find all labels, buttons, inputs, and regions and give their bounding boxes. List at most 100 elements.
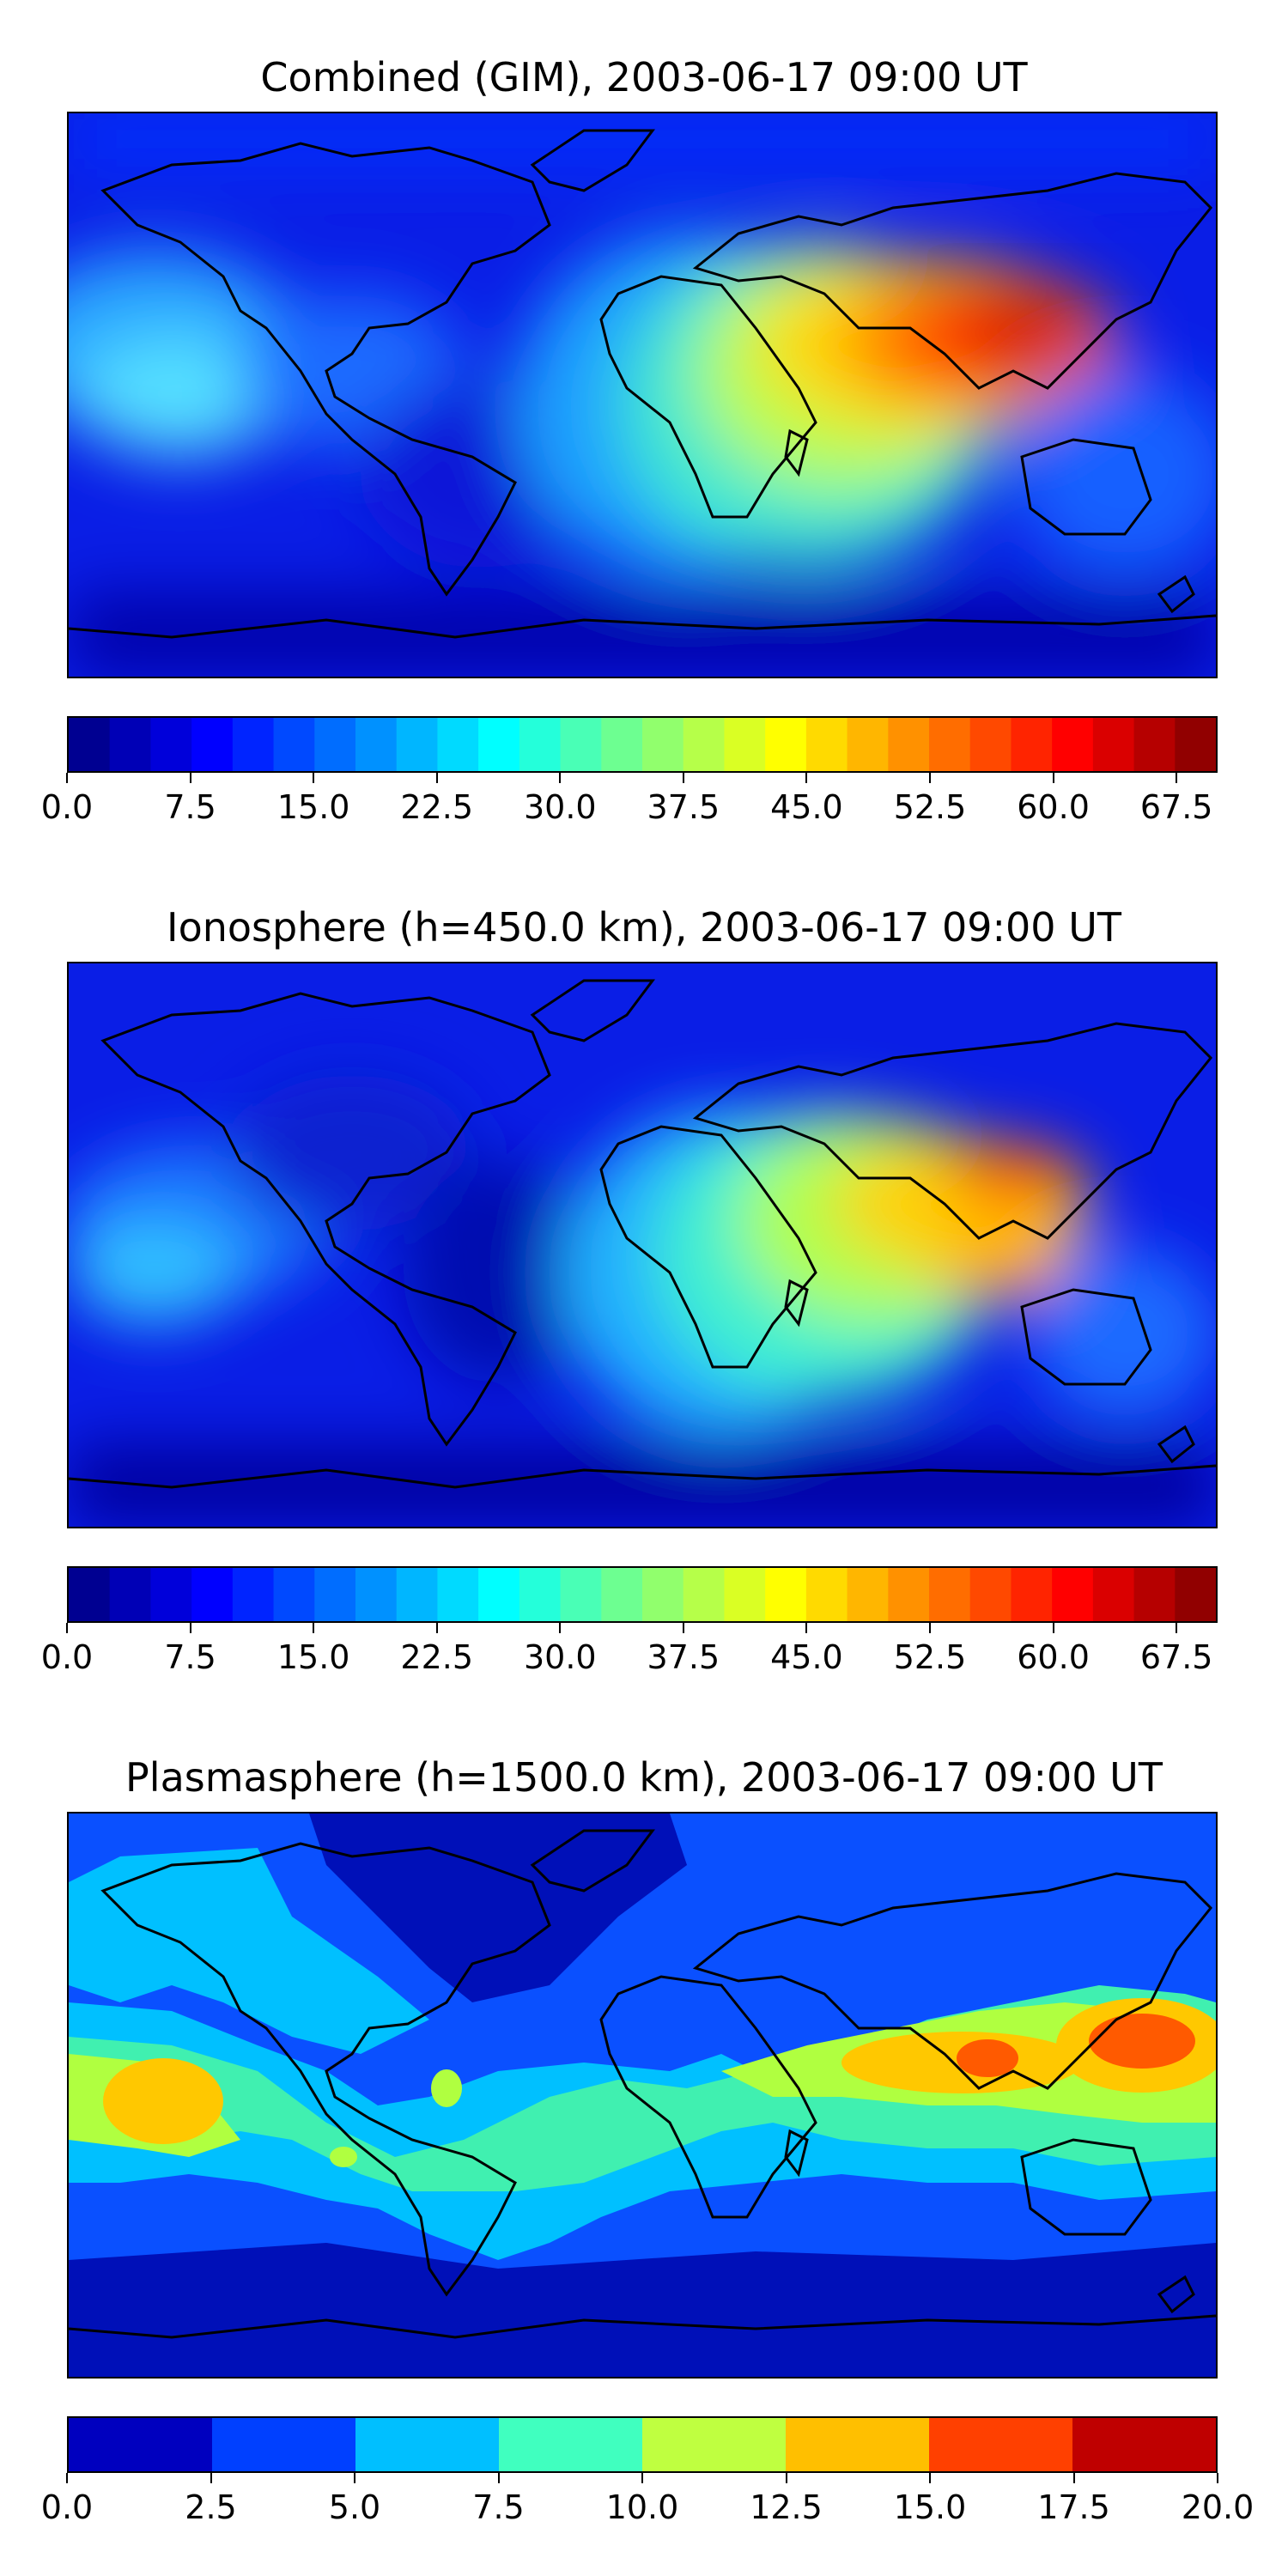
coastlines xyxy=(69,129,1216,639)
colorbar-segment xyxy=(109,1568,152,1621)
colorbar-ticks-plasmasphere: 0.0 2.5 5.0 7.5 10.0 12.5 15.0 17.5 20.0 xyxy=(41,2473,1254,2542)
colorbar-tick xyxy=(929,2473,931,2483)
colorbar-segment xyxy=(805,718,848,771)
colorbar-segment xyxy=(191,1568,234,1621)
colorbar-segment xyxy=(499,2418,643,2471)
colorbar-segment xyxy=(396,718,439,771)
colorbar-segment xyxy=(1092,1568,1135,1621)
colorbar-tick-label: 30.0 xyxy=(523,1638,597,1676)
colorbar-tick-label: 52.5 xyxy=(893,1638,967,1676)
colorbar-segment xyxy=(69,1568,111,1621)
colorbar-segment xyxy=(560,1568,602,1621)
colorbar-tick xyxy=(66,1623,68,1633)
colorbar-tick-label: 7.5 xyxy=(164,1638,216,1676)
colorbar-segment xyxy=(478,1568,520,1621)
colorbar-tick-label: 15.0 xyxy=(276,788,350,826)
tec-map-plasmasphere xyxy=(67,1812,1218,2379)
colorbar-segment xyxy=(683,1568,726,1621)
colorbar-segment xyxy=(1092,718,1135,771)
colorbar-tick xyxy=(1176,1623,1178,1633)
colorbar-segment xyxy=(355,2418,500,2471)
colorbar-segment xyxy=(150,718,192,771)
colorbar-segment xyxy=(519,1568,562,1621)
colorbar-tick xyxy=(313,1623,315,1633)
colorbar-tick xyxy=(1217,2473,1218,2483)
colorbar-tick-label: 0.0 xyxy=(40,1638,94,1676)
colorbar-tick xyxy=(929,1623,931,1633)
coastlines xyxy=(69,979,1216,1489)
colorbar-segment xyxy=(273,1568,315,1621)
colorbar-segment xyxy=(69,2418,213,2471)
colorbar-tick-label: 60.0 xyxy=(1017,1638,1090,1676)
colorbar-tick-label: 30.0 xyxy=(523,788,597,826)
colorbar-segment xyxy=(888,718,930,771)
colorbar-tick xyxy=(1176,773,1178,783)
colorbar-tick xyxy=(189,1623,191,1633)
colorbar-segment xyxy=(355,718,398,771)
colorbar-segment xyxy=(929,718,971,771)
colorbar-tick xyxy=(1052,773,1054,783)
colorbar-segment xyxy=(519,718,562,771)
colorbar-segment xyxy=(1133,718,1176,771)
colorbar-tick xyxy=(682,1623,684,1633)
colorbar-tick-label: 17.5 xyxy=(1037,2488,1110,2526)
colorbar-segment xyxy=(1052,1568,1094,1621)
colorbar-segment xyxy=(642,718,684,771)
colorbar-tick xyxy=(682,773,684,783)
colorbar-segment xyxy=(601,1568,643,1621)
colorbar-tick-label: 0.0 xyxy=(40,2488,94,2526)
colorbar-segment xyxy=(1175,718,1216,771)
colorbar-segment xyxy=(150,1568,192,1621)
colorbar-tick xyxy=(435,773,438,783)
colorbar-segment xyxy=(1133,1568,1176,1621)
colorbar-tick-label: 15.0 xyxy=(893,2488,967,2526)
colorbar-tick xyxy=(805,1623,808,1633)
tec-map-combined xyxy=(67,112,1218,678)
colorbar-segment xyxy=(437,1568,479,1621)
colorbar-tick xyxy=(66,2473,68,2483)
colorbar-tick xyxy=(559,1623,562,1633)
colorbar-tick-label: 22.5 xyxy=(400,788,474,826)
colorbar-tick xyxy=(641,2473,643,2483)
colorbar-tick xyxy=(1072,2473,1075,2483)
colorbar-segment xyxy=(888,1568,930,1621)
colorbar-tick xyxy=(785,2473,787,2483)
colorbar-segment xyxy=(1052,718,1094,771)
colorbar-combined xyxy=(67,716,1218,773)
colorbar-segment xyxy=(969,1568,1012,1621)
colorbar-tick-label: 37.5 xyxy=(647,1638,720,1676)
colorbar-segment xyxy=(273,718,315,771)
colorbar-segment xyxy=(314,718,356,771)
colorbar-tick-label: 52.5 xyxy=(893,788,967,826)
colorbar-segment xyxy=(765,718,807,771)
colorbar-tick-label: 67.5 xyxy=(1139,788,1213,826)
colorbar-segment xyxy=(232,1568,275,1621)
colorbar-tick xyxy=(805,773,808,783)
coastlines xyxy=(69,1829,1216,2339)
panel-title: Combined (GIM), 2003-06-17 09:00 UT xyxy=(260,54,1028,100)
colorbar-segment xyxy=(191,718,234,771)
colorbar-segment xyxy=(212,2418,356,2471)
colorbar-tick xyxy=(435,1623,438,1633)
colorbar-tick-label: 0.0 xyxy=(40,788,94,826)
colorbar-segment xyxy=(805,1568,848,1621)
colorbar-segment xyxy=(560,718,602,771)
colorbar-segment xyxy=(847,1568,889,1621)
colorbar-tick-label: 45.0 xyxy=(770,788,843,826)
colorbar-segment xyxy=(969,718,1012,771)
colorbar-tick xyxy=(559,773,562,783)
map-canvas xyxy=(69,963,1216,1527)
colorbar-segment xyxy=(437,718,479,771)
colorbar-tick xyxy=(66,773,68,783)
colorbar-segment xyxy=(929,1568,971,1621)
colorbar-segment xyxy=(786,2418,930,2471)
colorbar-tick xyxy=(189,773,191,783)
map-canvas xyxy=(69,1814,1216,2377)
colorbar-segment xyxy=(1175,1568,1216,1621)
colorbar-segment xyxy=(109,718,152,771)
colorbar-tick-label: 7.5 xyxy=(472,2488,525,2526)
colorbar-segment xyxy=(355,1568,398,1621)
colorbar-segment xyxy=(724,1568,766,1621)
colorbar-tick-label: 60.0 xyxy=(1017,788,1090,826)
colorbar-tick-label: 45.0 xyxy=(770,1638,843,1676)
